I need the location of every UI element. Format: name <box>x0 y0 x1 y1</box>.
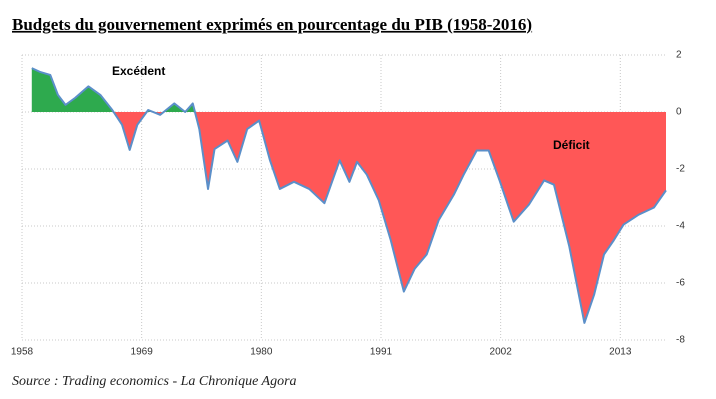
y-tick-label: -8 <box>676 335 685 346</box>
y-tick-label: -4 <box>676 221 685 232</box>
line <box>31 67 667 324</box>
x-tick-label: 2013 <box>609 347 632 358</box>
area-negative <box>31 112 666 323</box>
y-tick-label: -2 <box>676 164 685 175</box>
annotation: Excédent <box>112 64 165 78</box>
y-tick-label: 2 <box>676 50 682 61</box>
annotation: Déficit <box>553 138 590 152</box>
area-positive <box>31 68 666 112</box>
x-tick-label: 1958 <box>11 347 34 358</box>
x-tick-label: 2002 <box>490 347 513 358</box>
source: Source : Trading economics - La Chroniqu… <box>12 374 297 389</box>
x-tick-label: 1980 <box>250 347 273 358</box>
y-tick-label: 0 <box>676 107 682 118</box>
x-tick-label: 1991 <box>370 347 393 358</box>
chart-title: Budgets du gouvernement exprimés en pour… <box>12 15 532 34</box>
y-tick-label: -6 <box>676 278 685 289</box>
x-tick-label: 1969 <box>131 347 154 358</box>
